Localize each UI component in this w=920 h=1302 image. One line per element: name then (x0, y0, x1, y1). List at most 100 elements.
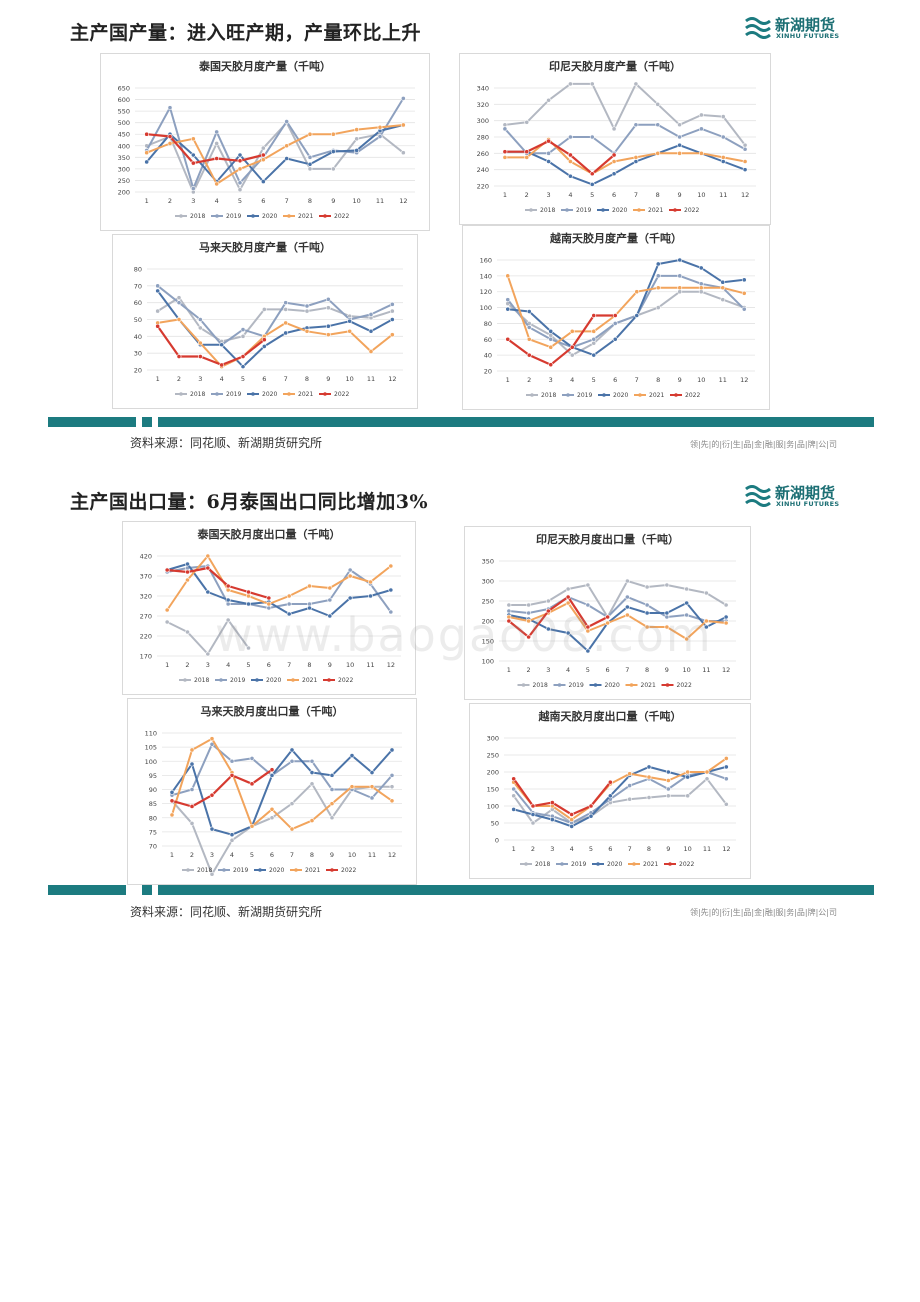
x-tick-label: 6 (270, 851, 274, 859)
data-point-2022 (526, 634, 532, 640)
data-point-2018 (569, 352, 575, 358)
legend-label: 2020 (269, 867, 284, 874)
data-point-2020 (607, 793, 613, 799)
x-tick-label: 6 (262, 375, 266, 383)
data-point-2021 (723, 620, 729, 626)
data-point-2021 (266, 601, 272, 607)
data-point-2019 (677, 134, 682, 140)
data-point-2021 (330, 131, 336, 137)
x-tick-label: 12 (722, 845, 730, 853)
legend-marker (632, 862, 636, 866)
y-tick-label: 600 (118, 96, 130, 104)
x-tick-label: 1 (165, 661, 169, 669)
data-point-2020 (589, 181, 595, 187)
data-point-2020 (723, 614, 729, 620)
data-point-2021 (389, 332, 395, 338)
data-point-2019 (400, 96, 406, 101)
data-point-2020 (389, 747, 395, 753)
data-point-2019 (307, 154, 313, 160)
legend-marker (258, 868, 262, 872)
legend-label: 2019 (233, 867, 248, 874)
data-point-2022 (569, 344, 575, 350)
data-point-2020 (190, 152, 196, 158)
series-line-2021 (145, 124, 405, 185)
y-tick-label: 20 (134, 367, 142, 375)
data-point-2021 (677, 285, 683, 291)
data-point-2022 (607, 779, 613, 785)
x-tick-label: 2 (527, 666, 531, 674)
series-line-2019 (512, 771, 728, 824)
legend-label: 2018 (535, 861, 550, 868)
legend-label: 2022 (334, 213, 349, 220)
legend-label: 2022 (679, 861, 694, 868)
data-point-2020 (655, 261, 661, 267)
y-tick-label: 300 (482, 578, 494, 586)
data-point-2020 (664, 610, 670, 616)
x-tick-label: 11 (719, 191, 727, 199)
data-point-2018 (723, 602, 729, 608)
data-point-2022 (189, 804, 195, 809)
data-point-2021 (209, 736, 215, 742)
data-point-2020 (677, 257, 683, 263)
x-tick-label: 4 (215, 197, 219, 205)
data-point-2018 (546, 97, 551, 103)
data-point-2018 (699, 112, 704, 118)
y-tick-label: 550 (118, 108, 130, 116)
data-point-2019 (585, 602, 591, 608)
data-point-2021 (742, 159, 748, 164)
data-point-2022 (144, 131, 150, 137)
slogan-2: 领|先|的|衍|生|品|金|融|服|务|品|牌|公|司 (689, 908, 837, 917)
x-tick-label: 4 (566, 666, 570, 674)
legend-marker (179, 392, 183, 396)
x-tick-label: 4 (220, 375, 224, 383)
series-line-2018 (171, 782, 393, 876)
legend-label: 2022 (685, 392, 700, 399)
x-tick-label: 2 (168, 197, 172, 205)
data-point-2019 (723, 776, 729, 782)
data-point-2020 (237, 152, 243, 158)
data-point-2021 (698, 285, 704, 291)
logo-wave-icon (745, 485, 771, 507)
legend-label: 2018 (533, 682, 548, 689)
y-tick-label: 320 (140, 593, 152, 601)
data-point-2020 (209, 826, 215, 832)
data-point-2022 (530, 803, 536, 809)
legend-marker (524, 862, 528, 866)
x-tick-label: 10 (353, 197, 361, 205)
legend-label: 2018 (197, 867, 212, 874)
data-point-2020 (549, 817, 555, 822)
data-point-2018 (304, 308, 310, 314)
chart-title: 印尼天胶月度出口量（千吨） (536, 532, 679, 546)
legend-label: 2022 (677, 682, 692, 689)
data-point-2020 (703, 624, 709, 630)
legend-label: 2022 (338, 677, 353, 684)
series-line-2019 (506, 274, 746, 349)
data-point-2021 (307, 131, 313, 137)
x-tick-label: 10 (346, 661, 354, 669)
x-tick-label: 5 (592, 376, 596, 384)
data-point-2021 (176, 317, 182, 322)
data-point-2018 (723, 801, 729, 807)
data-point-2021 (723, 756, 729, 761)
data-point-2019 (389, 772, 395, 778)
y-tick-label: 450 (118, 131, 130, 139)
legend-label: 2018 (194, 677, 209, 684)
data-point-2018 (205, 651, 211, 657)
data-point-2019 (197, 317, 203, 322)
data-point-2020 (286, 611, 292, 617)
y-tick-label: 200 (118, 189, 130, 197)
data-point-2020 (546, 159, 551, 164)
data-point-2019 (684, 612, 690, 618)
data-point-2020 (633, 159, 639, 164)
series-line-2018 (503, 82, 747, 147)
y-tick-label: 80 (134, 266, 142, 274)
y-tick-label: 170 (140, 653, 152, 661)
legend-label: 2021 (649, 392, 664, 399)
data-point-2021 (526, 618, 532, 624)
data-point-2018 (511, 793, 517, 799)
data-point-2021 (720, 285, 726, 291)
legend-marker (323, 392, 327, 396)
chart-panel-my-exp: 马来天胶月度出口量（千吨） 70 75 80 85 90 95 100 105 110 1 2 3 4 5 6… (127, 698, 417, 885)
data-point-2019 (591, 336, 597, 342)
y-tick-label: 150 (487, 786, 499, 794)
